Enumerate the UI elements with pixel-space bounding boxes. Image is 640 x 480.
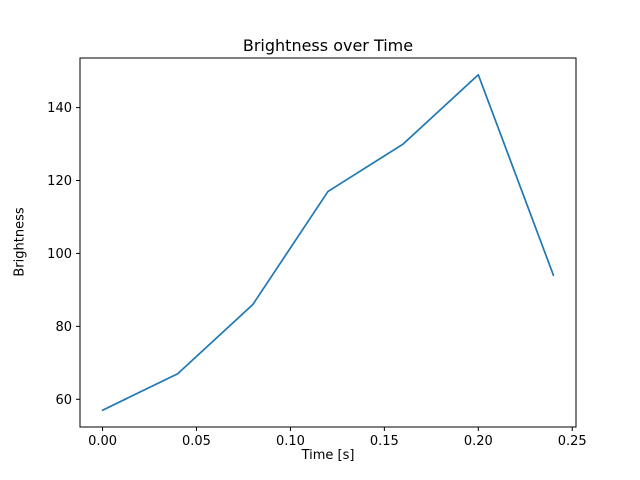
x-tick-label: 0.00 — [88, 434, 117, 449]
y-tick-label: 60 — [55, 393, 72, 408]
x-tick-label: 0.05 — [182, 434, 211, 449]
chart-title: Brightness over Time — [242, 36, 414, 55]
x-tick-label: 0.25 — [558, 434, 587, 449]
x-tick-label: 0.15 — [370, 434, 399, 449]
x-axis-label: Time [s] — [301, 448, 355, 463]
y-tick-label: 120 — [47, 174, 72, 189]
y-tick-label: 100 — [47, 247, 72, 262]
axes-spines — [79, 57, 577, 428]
x-tick-label: 0.10 — [276, 434, 305, 449]
y-tick-label: 140 — [47, 101, 72, 116]
brightness-series-line — [101, 73, 555, 412]
y-axis-label: Brightness — [12, 207, 28, 277]
y-tick-label: 80 — [55, 320, 72, 335]
x-tick-label: 0.20 — [464, 434, 493, 449]
